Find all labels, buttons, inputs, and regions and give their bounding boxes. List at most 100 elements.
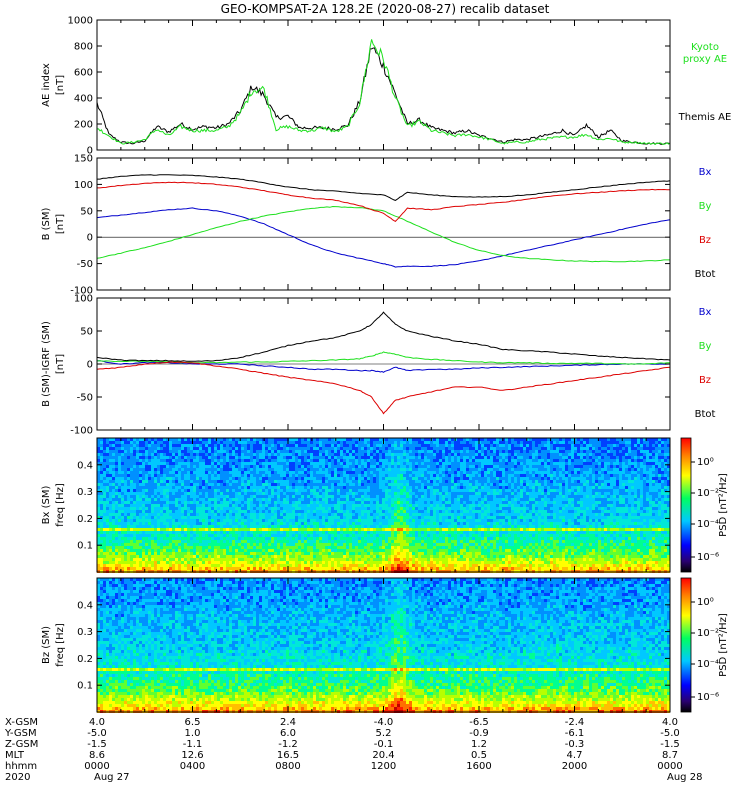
heatmap-cell [382,561,385,564]
heatmap-cell [337,462,340,465]
heatmap-cell [388,468,391,471]
heatmap-cell [139,486,142,489]
heatmap-cell [334,498,337,501]
heatmap-cell [235,567,238,570]
heatmap-cell [202,459,205,462]
heatmap-cell [349,468,352,471]
heatmap-cell [148,546,151,549]
heatmap-cell [409,501,412,504]
heatmap-cell [328,465,331,468]
heatmap-cell [232,465,235,468]
heatmap-cell [172,504,175,507]
heatmap-cell [304,531,307,534]
heatmap-cell [166,540,169,543]
heatmap-cell [307,549,310,552]
heatmap-cell [250,561,253,564]
heatmap-cell [142,471,145,474]
heatmap-cell [178,549,181,552]
heatmap-cell [196,531,199,534]
heatmap-cell [247,558,250,561]
heatmap-cell [364,459,367,462]
heatmap-cell [283,477,286,480]
heatmap-cell [373,498,376,501]
heatmap-cell [298,447,301,450]
heatmap-cell [361,471,364,474]
heatmap-cell [178,480,181,483]
heatmap-cell [109,504,112,507]
heatmap-cell [259,477,262,480]
heatmap-cell [349,480,352,483]
heatmap-cell [199,465,202,468]
y-axis-unit: [nT] [55,354,66,374]
heatmap-cell [394,534,397,537]
heatmap-cell [400,519,403,522]
heatmap-cell [298,444,301,447]
heatmap-cell [142,453,145,456]
heatmap-cell [244,504,247,507]
heatmap-cell [178,519,181,522]
heatmap-cell [358,480,361,483]
heatmap-cell [298,483,301,486]
heatmap-cell [238,456,241,459]
heatmap-cell [349,549,352,552]
heatmap-cell [187,444,190,447]
heatmap-cell [391,561,394,564]
heatmap-cell [124,558,127,561]
heatmap-cell [262,513,265,516]
heatmap-cell [184,486,187,489]
heatmap-cell [199,540,202,543]
heatmap-cell [247,528,250,531]
heatmap-cell [157,522,160,525]
heatmap-cell [412,537,415,540]
heatmap-cell [295,498,298,501]
heatmap-cell [328,528,331,531]
heatmap-cell [199,555,202,558]
heatmap-cell [178,504,181,507]
heatmap-cell [280,486,283,489]
heatmap-cell [322,561,325,564]
heatmap-cell [331,528,334,531]
heatmap-cell [283,471,286,474]
heatmap-cell [160,480,163,483]
heatmap-cell [145,489,148,492]
heatmap-cell [256,546,259,549]
heatmap-cell [160,453,163,456]
heatmap-cell [136,504,139,507]
heatmap-cell [379,519,382,522]
heatmap-cell [355,450,358,453]
heatmap-cell [304,513,307,516]
heatmap-cell [157,492,160,495]
heatmap-cell [154,558,157,561]
heatmap-cell [367,471,370,474]
heatmap-cell [181,555,184,558]
heatmap-cell [112,558,115,561]
heatmap-cell [358,516,361,519]
heatmap-cell [352,519,355,522]
heatmap-cell [352,540,355,543]
heatmap-cell [325,474,328,477]
heatmap-cell [163,492,166,495]
heatmap-cell [112,546,115,549]
heatmap-cell [352,471,355,474]
heatmap-cell [268,519,271,522]
heatmap-cell [376,501,379,504]
heatmap-cell [136,474,139,477]
heatmap-cell [217,567,220,570]
heatmap-cell [394,543,397,546]
heatmap-cell [256,480,259,483]
heatmap-cell [136,552,139,555]
heatmap-cell [367,564,370,567]
heatmap-cell [265,489,268,492]
heatmap-cell [385,447,388,450]
heatmap-cell [325,534,328,537]
heatmap-cell [181,552,184,555]
heatmap-cell [322,480,325,483]
heatmap-cell [286,534,289,537]
heatmap-cell [343,531,346,534]
heatmap-cell [214,504,217,507]
heatmap-cell [142,546,145,549]
heatmap-cell [121,510,124,513]
heatmap-cell [292,465,295,468]
heatmap-cell [133,486,136,489]
heatmap-cell [157,534,160,537]
